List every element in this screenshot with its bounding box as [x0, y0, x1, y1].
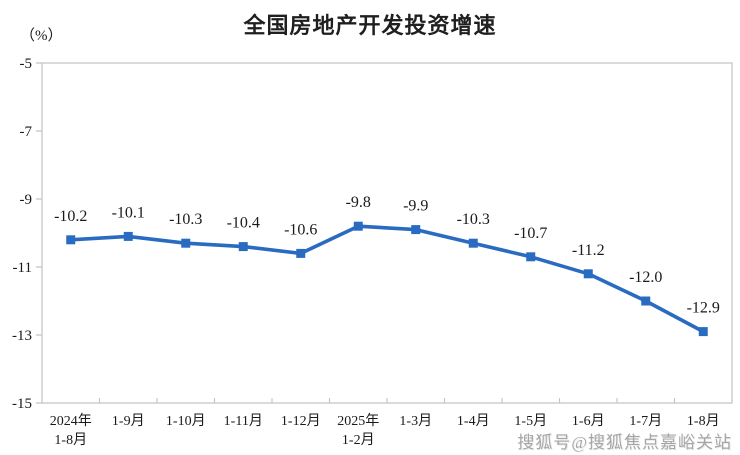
x-axis-category-label: 1-9月	[112, 413, 145, 429]
x-axis-category-label: 1-6月	[572, 413, 605, 429]
chart-title: 全国房地产开发投资增速	[243, 13, 497, 38]
data-point-marker	[353, 221, 363, 231]
data-point-label: -10.6	[284, 221, 317, 238]
x-axis-category-label: 2024年 1-8月	[50, 413, 92, 448]
x-axis-category-label: 1-3月	[399, 413, 432, 429]
x-axis-category-label: 1-12月	[281, 413, 321, 429]
data-point-label: -12.0	[629, 269, 662, 286]
data-point-label: -10.1	[112, 204, 145, 221]
x-axis-category-label: 2025年 1-2月	[337, 413, 379, 448]
y-axis-tick-label: -5	[20, 56, 33, 72]
x-axis-category-label: 1-4月	[457, 413, 490, 429]
data-point-label: -10.4	[227, 215, 260, 232]
data-point-marker	[238, 242, 248, 252]
data-point-marker	[641, 296, 651, 306]
watermark: 搜狐号@搜狐焦点嘉峪关站	[517, 433, 732, 452]
data-point-marker	[296, 248, 306, 258]
series-line	[68, 224, 706, 334]
x-axis-category-label: 1-8月	[687, 413, 720, 429]
x-axis-category-label: 1-5月	[514, 413, 547, 429]
data-point-label: -9.9	[403, 198, 428, 215]
data-point-marker	[583, 269, 593, 279]
data-point-label: -10.7	[514, 225, 547, 242]
y-axis-tick-label: -13	[12, 328, 32, 344]
data-point-marker	[698, 327, 708, 337]
data-point-label: -10.3	[457, 211, 490, 228]
data-point-marker	[468, 238, 478, 248]
data-point-label: -10.3	[169, 211, 202, 228]
data-point-label: -10.2	[54, 208, 87, 225]
y-axis-tick-label: -11	[13, 260, 32, 276]
data-point-label: -9.8	[346, 194, 371, 211]
plot-border	[41, 62, 733, 404]
x-axis-category-label: 1-11月	[224, 413, 263, 429]
x-axis-category-label: 1-7月	[629, 413, 662, 429]
y-axis-tick-label: -9	[20, 192, 33, 208]
data-point-marker	[411, 225, 421, 235]
data-point-marker	[526, 252, 536, 262]
data-point-label: -12.9	[687, 300, 720, 317]
data-point-marker	[66, 235, 76, 245]
data-point-marker	[123, 231, 133, 241]
y-axis-unit-label: （%）	[20, 28, 63, 44]
data-point-marker	[181, 238, 191, 248]
data-point-label: -11.2	[572, 242, 605, 259]
y-axis-tick-label: -7	[20, 124, 33, 140]
y-axis-tick-label: -15	[12, 396, 32, 412]
x-axis-category-label: 1-10月	[166, 413, 206, 429]
